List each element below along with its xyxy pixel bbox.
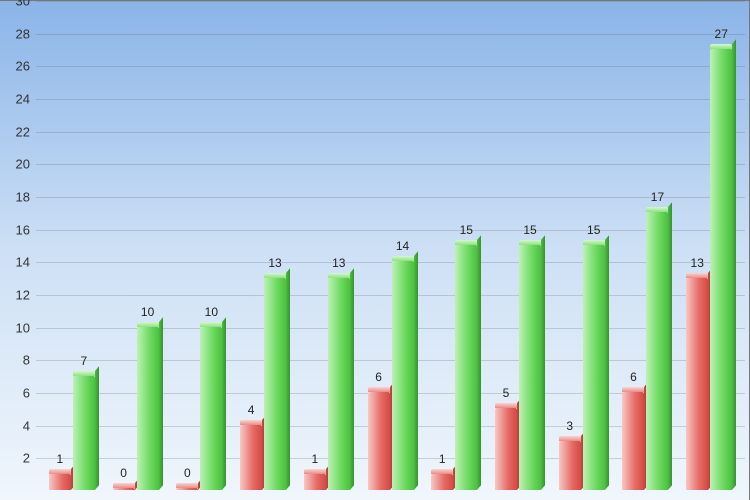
bar-wrap: 6 (368, 392, 390, 490)
bar-group: 315 (550, 245, 614, 490)
bar-wrap: 5 (495, 408, 517, 490)
series-a-bar (240, 425, 262, 490)
bar-group: 1327 (677, 49, 741, 490)
bar-value-label: 0 (120, 466, 127, 480)
bar-group: 17 (40, 376, 104, 490)
series-a-bar (113, 488, 135, 490)
bar-wrap: 13 (264, 278, 286, 490)
bar-wrap: 4 (240, 425, 262, 490)
bar-wrap: 15 (519, 245, 541, 490)
bar-wrap: 6 (622, 392, 644, 490)
y-tick-label: 30 (0, 0, 30, 9)
bar-wrap: 3 (559, 441, 581, 490)
bar-value-label: 7 (81, 354, 88, 368)
y-tick-label: 16 (0, 222, 30, 237)
bar-value-label: 3 (566, 419, 573, 433)
series-b-bar (710, 49, 732, 490)
y-tick-label: 4 (0, 418, 30, 433)
bar-value-label: 17 (651, 190, 664, 204)
bar-value-label: 0 (184, 466, 191, 480)
bar-value-label: 1 (311, 452, 318, 466)
y-tick-label: 12 (0, 288, 30, 303)
bar-group: 115 (422, 245, 486, 490)
bar-value-label: 15 (587, 223, 600, 237)
bar-value-label: 10 (141, 305, 154, 319)
bar-value-label: 6 (630, 370, 637, 384)
bar-value-label: 27 (715, 27, 728, 41)
series-b-bar (455, 245, 477, 490)
y-tick-label: 2 (0, 451, 30, 466)
bar-value-label: 1 (439, 452, 446, 466)
bar-value-label: 15 (460, 223, 473, 237)
bar-value-label: 13 (332, 256, 345, 270)
y-tick-label: 6 (0, 386, 30, 401)
bar-wrap: 10 (200, 327, 222, 490)
series-b-bar (392, 261, 414, 490)
bar-value-label: 13 (268, 256, 281, 270)
y-tick-label: 28 (0, 26, 30, 41)
series-a-bar (368, 392, 390, 490)
bar-wrap: 0 (176, 488, 198, 490)
bar-value-label: 13 (691, 256, 704, 270)
y-tick-label: 24 (0, 92, 30, 107)
bar-chart: 170100104131136141155153156171327 246810… (0, 0, 750, 500)
bar-value-label: 14 (396, 239, 409, 253)
bar-wrap: 13 (686, 278, 708, 490)
bar-group: 515 (486, 245, 550, 490)
series-b-bar (328, 278, 350, 490)
bar-group: 617 (614, 212, 678, 490)
bar-wrap: 14 (392, 261, 414, 490)
bar-group: 614 (359, 261, 423, 490)
bar-wrap: 15 (455, 245, 477, 490)
bar-group: 010 (167, 327, 231, 490)
bar-value-label: 10 (205, 305, 218, 319)
series-a-bar (49, 474, 71, 490)
bar-value-label: 4 (248, 403, 255, 417)
series-a-bar (622, 392, 644, 490)
series-b-bar (519, 245, 541, 490)
bar-wrap: 10 (137, 327, 159, 490)
series-b-bar (73, 376, 95, 490)
bar-wrap: 15 (583, 245, 605, 490)
bar-value-label: 5 (503, 386, 510, 400)
series-b-bar (264, 278, 286, 490)
series-a-bar (495, 408, 517, 490)
series-a-bar (304, 474, 326, 490)
bar-wrap: 0 (113, 488, 135, 490)
bar-wrap: 27 (710, 49, 732, 490)
series-b-bar (200, 327, 222, 490)
y-tick-label: 18 (0, 190, 30, 205)
series-b-bar (137, 327, 159, 490)
bar-wrap: 1 (49, 474, 71, 490)
series-b-bar (583, 245, 605, 490)
bar-wrap: 13 (328, 278, 350, 490)
series-a-bar (176, 488, 198, 490)
bar-wrap: 1 (304, 474, 326, 490)
bar-value-label: 15 (523, 223, 536, 237)
bar-group: 010 (104, 327, 168, 490)
bar-value-label: 1 (57, 452, 64, 466)
y-tick-label: 10 (0, 320, 30, 335)
bars-area: 170100104131136141155153156171327 (36, 1, 745, 490)
bar-group: 413 (231, 278, 295, 490)
y-tick-label: 8 (0, 353, 30, 368)
bar-wrap: 7 (73, 376, 95, 490)
y-tick-label: 20 (0, 157, 30, 172)
series-a-bar (431, 474, 453, 490)
bar-value-label: 6 (375, 370, 382, 384)
series-b-bar (646, 212, 668, 490)
bar-group: 113 (295, 278, 359, 490)
series-a-bar (686, 278, 708, 490)
y-tick-label: 22 (0, 124, 30, 139)
y-tick-label: 26 (0, 59, 30, 74)
series-a-bar (559, 441, 581, 490)
bar-wrap: 17 (646, 212, 668, 490)
bar-wrap: 1 (431, 474, 453, 490)
y-tick-label: 14 (0, 255, 30, 270)
